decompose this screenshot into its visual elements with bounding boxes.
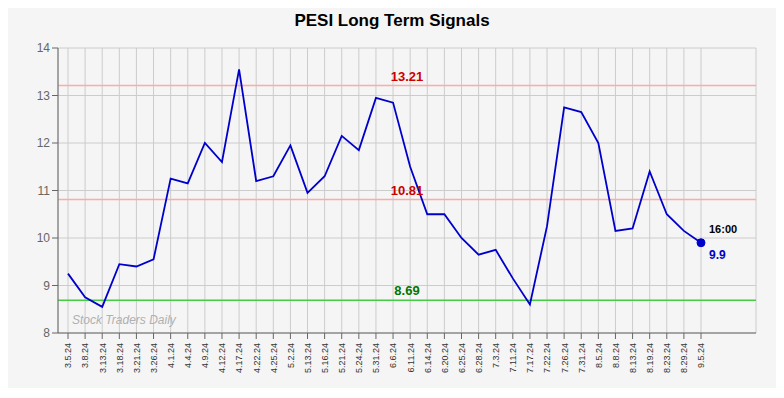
- svg-text:8.23.24: 8.23.24: [662, 343, 672, 373]
- svg-text:7.26.24: 7.26.24: [560, 343, 570, 373]
- svg-text:10.81: 10.81: [391, 183, 424, 198]
- svg-text:13.21: 13.21: [391, 69, 424, 84]
- svg-text:4.22.24: 4.22.24: [252, 343, 262, 373]
- svg-text:8.13.24: 8.13.24: [628, 343, 638, 373]
- svg-text:8.8.24: 8.8.24: [611, 343, 621, 368]
- svg-text:6.25.24: 6.25.24: [457, 343, 467, 373]
- svg-text:13: 13: [37, 89, 51, 103]
- svg-text:12: 12: [37, 136, 51, 150]
- svg-text:6.6.24: 6.6.24: [388, 343, 398, 368]
- svg-text:3.18.24: 3.18.24: [115, 343, 125, 373]
- svg-text:9.9: 9.9: [709, 248, 726, 262]
- html-text:Stock Traders Daily: Stock Traders Daily: [72, 313, 176, 327]
- svg-text:4.17.24: 4.17.24: [234, 343, 244, 373]
- svg-text:6.14.24: 6.14.24: [423, 343, 433, 373]
- svg-text:5.24.24: 5.24.24: [354, 343, 364, 373]
- svg-text:3.26.24: 3.26.24: [149, 343, 159, 373]
- svg-text:3.8.24: 3.8.24: [80, 343, 90, 368]
- svg-text:7.3.24: 7.3.24: [491, 343, 501, 368]
- svg-text:5.2.24: 5.2.24: [286, 343, 296, 368]
- svg-text:4.1.24: 4.1.24: [166, 343, 176, 368]
- svg-text:7.11.24: 7.11.24: [508, 343, 518, 372]
- svg-text:3.21.24: 3.21.24: [132, 343, 142, 373]
- svg-text:7.31.24: 7.31.24: [577, 343, 587, 373]
- svg-text:11: 11: [38, 184, 51, 198]
- svg-text:6.11.24: 6.11.24: [406, 343, 416, 372]
- svg-text:6.20.24: 6.20.24: [440, 343, 450, 373]
- svg-text:8.69: 8.69: [394, 283, 419, 298]
- svg-text:9: 9: [43, 279, 50, 293]
- svg-text:8.19.24: 8.19.24: [645, 343, 655, 373]
- html-text:PESI Long Term Signals: PESI Long Term Signals: [294, 11, 490, 30]
- svg-text:4.4.24: 4.4.24: [183, 343, 193, 368]
- svg-text:5.31.24: 5.31.24: [371, 343, 381, 373]
- svg-text:5.13.24: 5.13.24: [303, 343, 313, 373]
- svg-text:3.5.24: 3.5.24: [63, 343, 73, 368]
- svg-text:5.16.24: 5.16.24: [320, 343, 330, 373]
- svg-text:3.13.24: 3.13.24: [98, 343, 108, 373]
- svg-text:9.5.24: 9.5.24: [696, 343, 706, 368]
- svg-text:8: 8: [43, 326, 50, 340]
- svg-text:4.12.24: 4.12.24: [217, 343, 227, 373]
- svg-text:7.22.24: 7.22.24: [542, 343, 552, 373]
- svg-text:10: 10: [37, 231, 51, 245]
- svg-text:8.5.24: 8.5.24: [594, 343, 604, 368]
- svg-text:14: 14: [37, 41, 51, 55]
- svg-text:7.17.24: 7.17.24: [525, 343, 535, 373]
- svg-text:4.25.24: 4.25.24: [269, 343, 279, 373]
- svg-text:4.9.24: 4.9.24: [200, 343, 210, 368]
- svg-text:5.21.24: 5.21.24: [337, 343, 347, 373]
- svg-text:16:00: 16:00: [709, 223, 737, 235]
- svg-text:8.29.24: 8.29.24: [679, 343, 689, 373]
- svg-text:6.28.24: 6.28.24: [474, 343, 484, 373]
